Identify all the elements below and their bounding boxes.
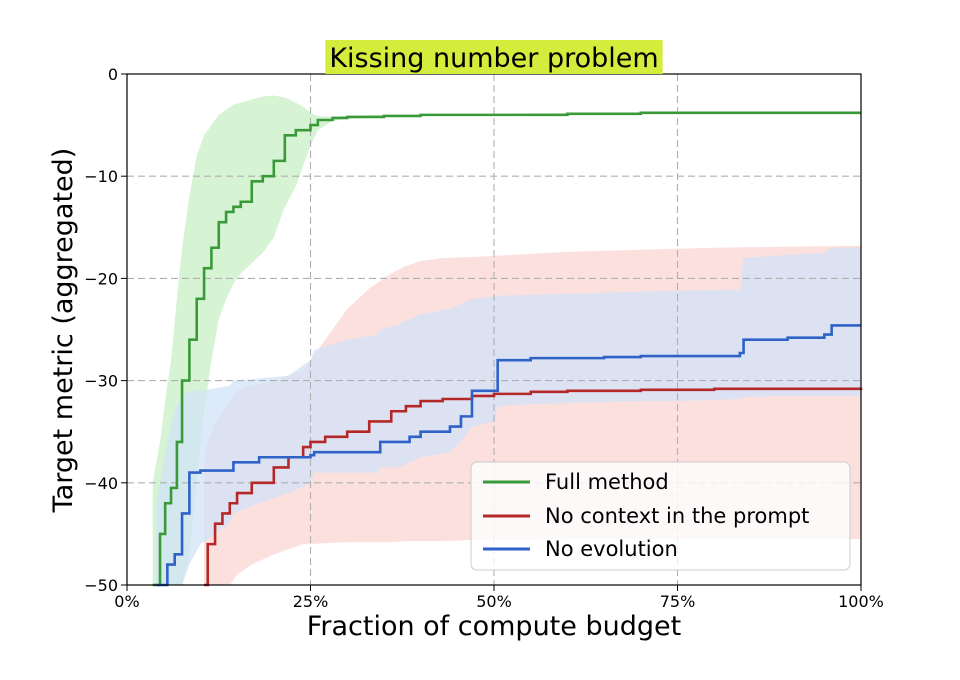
legend-label-no-context: No context in the prompt [545,504,809,528]
y-tick-label: 0 [108,65,118,84]
legend-label-no-evolution: No evolution [545,537,678,561]
grid-lines [127,74,861,585]
series-lines [152,111,863,587]
axis-ticks: 0% 25% 50% 75% 100% 0 −10 −20 −30 −40 −50 [84,65,884,611]
x-tick-label: 50% [476,592,512,611]
x-tick-label: 25% [293,592,329,611]
band-full-method [152,95,861,585]
y-tick-label: −50 [84,576,118,595]
line-no-context [204,387,863,587]
legend: Full method No context in the prompt No … [470,461,851,571]
line-no-evolution [156,324,861,587]
chart-title-text: Kissing number problem [329,43,658,74]
x-tick-label: 75% [660,592,696,611]
y-tick-label: −20 [84,269,118,288]
legend-label-full-method: Full method [545,470,669,494]
band-no-evolution [156,247,862,586]
y-tick-label: −10 [84,167,118,186]
x-tick-label: 100% [838,592,884,611]
y-tick-label: −30 [84,372,118,391]
line-full-method [152,111,861,587]
chart-title: Kissing number problem [325,40,663,74]
title-highlight [325,40,663,74]
x-axis-label: Fraction of compute budget [307,611,681,642]
y-axis-label: Target metric (aggregated) [48,148,79,514]
legend-box [470,461,851,571]
y-tick-label: −40 [84,474,118,493]
x-tick-label: 0% [114,592,139,611]
